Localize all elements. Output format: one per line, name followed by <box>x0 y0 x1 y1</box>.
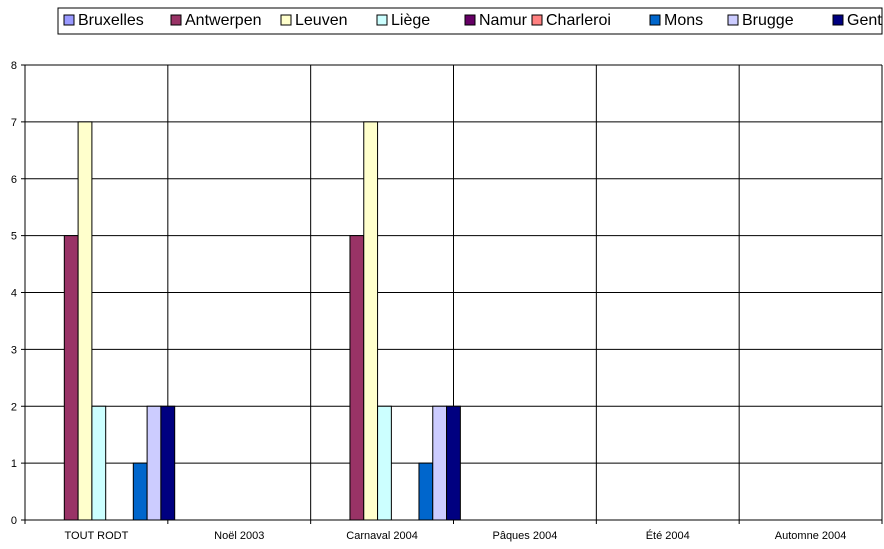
legend-item: Leuven <box>280 12 348 29</box>
y-tick-label: 5 <box>11 231 17 243</box>
legend-label: Gent <box>847 12 882 29</box>
bar <box>146 405 162 521</box>
x-tick-label: Carnaval 2004 <box>346 530 418 542</box>
legend-swatch <box>170 14 182 26</box>
bars <box>63 121 461 521</box>
bar <box>160 405 176 521</box>
legend-swatch <box>63 14 75 26</box>
x-tick-label: Pâques 2004 <box>492 530 557 542</box>
bar <box>132 462 148 521</box>
legend-label: Charleroi <box>546 12 611 29</box>
bar <box>77 121 93 521</box>
legend: Bruxelles Antwerpen Leuven Liège Namur Charle… <box>57 7 883 35</box>
bar <box>446 405 461 521</box>
legend-item: Mons <box>649 12 703 29</box>
legend-item: Bruxelles <box>63 12 144 29</box>
legend-swatch <box>727 14 739 26</box>
y-tick-label: 0 <box>11 515 17 527</box>
legend-swatch <box>464 14 476 26</box>
legend-swatch <box>531 14 543 26</box>
bar <box>63 235 79 521</box>
legend-label: Liège <box>391 12 430 29</box>
bar <box>377 405 392 521</box>
legend-label: Antwerpen <box>185 12 262 29</box>
legend-item: Namur <box>464 12 528 29</box>
bar <box>363 121 379 521</box>
legend-swatch <box>832 14 844 26</box>
y-tick-label: 8 <box>11 60 17 72</box>
legend-label: Leuven <box>295 12 348 29</box>
legend-label: Mons <box>664 12 703 29</box>
legend-swatch <box>376 14 388 26</box>
bar <box>91 405 107 521</box>
bar <box>349 235 365 521</box>
y-tick-label: 3 <box>11 344 17 356</box>
legend-item: Charleroi <box>531 12 611 29</box>
x-tick-label: Noël 2003 <box>214 530 264 542</box>
y-tick-label: 6 <box>11 174 17 186</box>
y-tick-label: 4 <box>11 288 17 300</box>
y-tick-label: 1 <box>11 458 17 470</box>
bar <box>432 405 448 521</box>
legend-label: Brugge <box>742 12 794 29</box>
x-tick-label: TOUT RODT <box>65 530 129 542</box>
x-tick-label: Été 2004 <box>646 529 690 542</box>
legend-item: Liège <box>376 12 430 29</box>
legend-swatch <box>280 14 292 26</box>
legend-item: Gent <box>832 12 882 29</box>
legend-item: Antwerpen <box>170 12 262 29</box>
y-tick-label: 2 <box>11 401 17 413</box>
legend-item: Brugge <box>727 12 794 29</box>
legend-label: Namur <box>479 12 528 29</box>
legend-swatch <box>649 14 661 26</box>
axes: 0 1 2 3 4 5 6 7 8 TOUT RODT Noël 2003 Carnaval 2004… <box>11 60 883 542</box>
x-tick-label: Automne 2004 <box>775 530 847 542</box>
legend-label: Bruxelles <box>78 12 144 29</box>
y-tick-label: 7 <box>11 117 17 129</box>
bar <box>418 462 434 521</box>
